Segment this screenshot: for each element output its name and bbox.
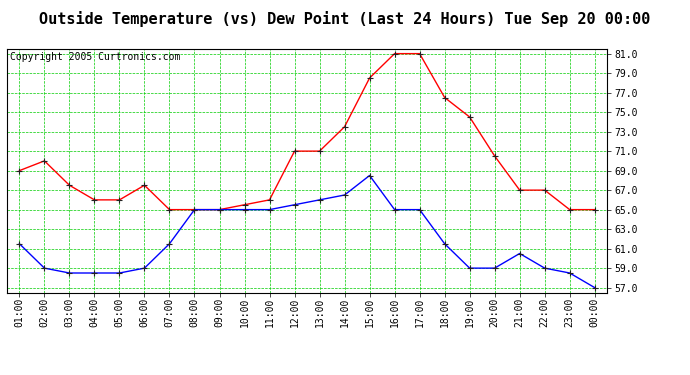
Text: Outside Temperature (vs) Dew Point (Last 24 Hours) Tue Sep 20 00:00: Outside Temperature (vs) Dew Point (Last…: [39, 11, 651, 27]
Text: Copyright 2005 Curtronics.com: Copyright 2005 Curtronics.com: [10, 53, 180, 62]
